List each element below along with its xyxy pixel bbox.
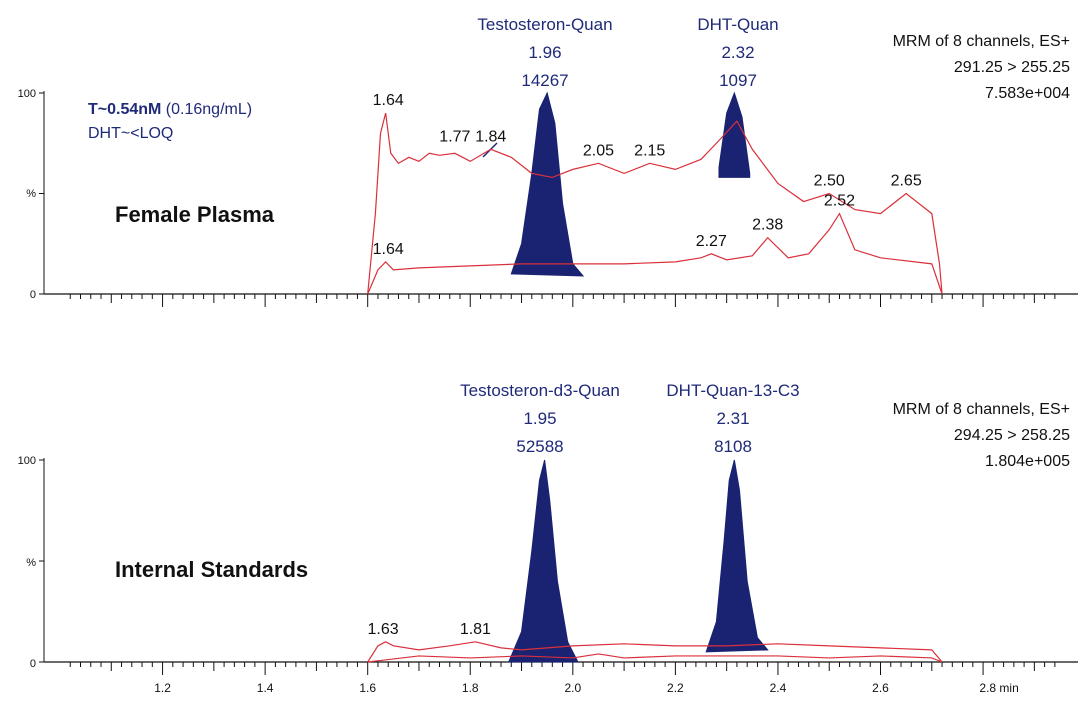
peak-area-label: 8108 bbox=[714, 437, 752, 456]
x-tick-label: 2.8 min bbox=[979, 681, 1018, 695]
retention-time-label: 2.50 bbox=[814, 173, 845, 190]
peak-area-label: 1097 bbox=[719, 71, 757, 90]
retention-time-label: 1.84 bbox=[475, 128, 506, 145]
y-tick-label: % bbox=[26, 557, 36, 569]
chromatogram-trace bbox=[367, 212, 943, 295]
retention-time-label: 2.05 bbox=[583, 142, 614, 159]
female-plasma-panel: Testosteron-Quan 1.96 14267 DHT-Quan 2.3… bbox=[18, 15, 1078, 307]
chromatogram-trace bbox=[367, 653, 943, 663]
y-tick-label: 100 bbox=[18, 455, 36, 467]
retention-time-label: 2.52 bbox=[824, 193, 855, 210]
mrm-header-line: MRM of 8 channels, ES+ bbox=[893, 401, 1070, 418]
mrm-intensity: 1.804e+005 bbox=[985, 453, 1070, 470]
retention-time-label: 1.77 bbox=[439, 128, 470, 145]
chromatogram-trace bbox=[367, 641, 943, 663]
panel-title: Female Plasma bbox=[115, 202, 275, 227]
mrm-transition: 291.25 > 255.25 bbox=[954, 59, 1070, 76]
mrm-transition: 294.25 > 258.25 bbox=[954, 427, 1070, 444]
x-tick-label: 1.6 bbox=[359, 681, 376, 695]
y-tick-label: 100 bbox=[18, 88, 36, 100]
peak-rt-label: 1.96 bbox=[528, 43, 561, 62]
retention-time-label: 1.63 bbox=[368, 621, 399, 638]
peak-rt-label: 2.31 bbox=[716, 409, 749, 428]
peak-area-label: 52588 bbox=[516, 437, 563, 456]
x-tick-label: 2.0 bbox=[564, 681, 581, 695]
x-tick-label: 2.6 bbox=[872, 681, 889, 695]
internal-standards-panel: Testosteron-d3-Quan 1.95 52588 DHT-Quan-… bbox=[18, 381, 1078, 695]
peak-name-label: Testosteron-Quan bbox=[477, 15, 612, 34]
mrm-intensity: 7.583e+004 bbox=[985, 85, 1070, 102]
retention-time-label: 1.81 bbox=[460, 621, 491, 638]
dht-concentration-annotation: DHT~<LOQ bbox=[88, 125, 173, 142]
retention-time-label: 2.27 bbox=[696, 233, 727, 250]
x-tick-label: 1.2 bbox=[154, 681, 171, 695]
x-tick-label: 2.2 bbox=[667, 681, 684, 695]
y-tick-label: % bbox=[26, 188, 36, 200]
panel-title: Internal Standards bbox=[115, 557, 308, 582]
peak-name-label: DHT-Quan-13-C3 bbox=[666, 381, 799, 400]
peak-rt-label: 2.32 bbox=[721, 43, 754, 62]
x-tick-label: 1.4 bbox=[257, 681, 274, 695]
peak-name-label: DHT-Quan bbox=[697, 15, 778, 34]
integrated-peak bbox=[510, 91, 585, 277]
peak-rt-label: 1.95 bbox=[523, 409, 556, 428]
peak-name-label: Testosteron-d3-Quan bbox=[460, 381, 620, 400]
retention-time-label: 1.64 bbox=[373, 241, 404, 258]
integrated-peak bbox=[718, 91, 751, 178]
retention-time-label: 2.15 bbox=[634, 142, 665, 159]
y-tick-label: 0 bbox=[30, 658, 36, 670]
retention-time-label: 1.64 bbox=[373, 92, 404, 109]
x-tick-label: 2.4 bbox=[770, 681, 787, 695]
retention-time-label: 2.65 bbox=[891, 173, 922, 190]
integrated-peak bbox=[507, 459, 579, 663]
retention-time-label: 2.38 bbox=[752, 217, 783, 234]
testosterone-concentration-annotation: T~0.54nM (0.16ng/mL) bbox=[88, 101, 252, 118]
mrm-header-line: MRM of 8 channels, ES+ bbox=[893, 33, 1070, 50]
x-tick-label: 1.8 bbox=[462, 681, 479, 695]
chromatogram-trace bbox=[367, 112, 943, 295]
integrated-peak bbox=[705, 459, 769, 653]
y-tick-label: 0 bbox=[30, 289, 36, 301]
peak-area-label: 14267 bbox=[521, 71, 568, 90]
